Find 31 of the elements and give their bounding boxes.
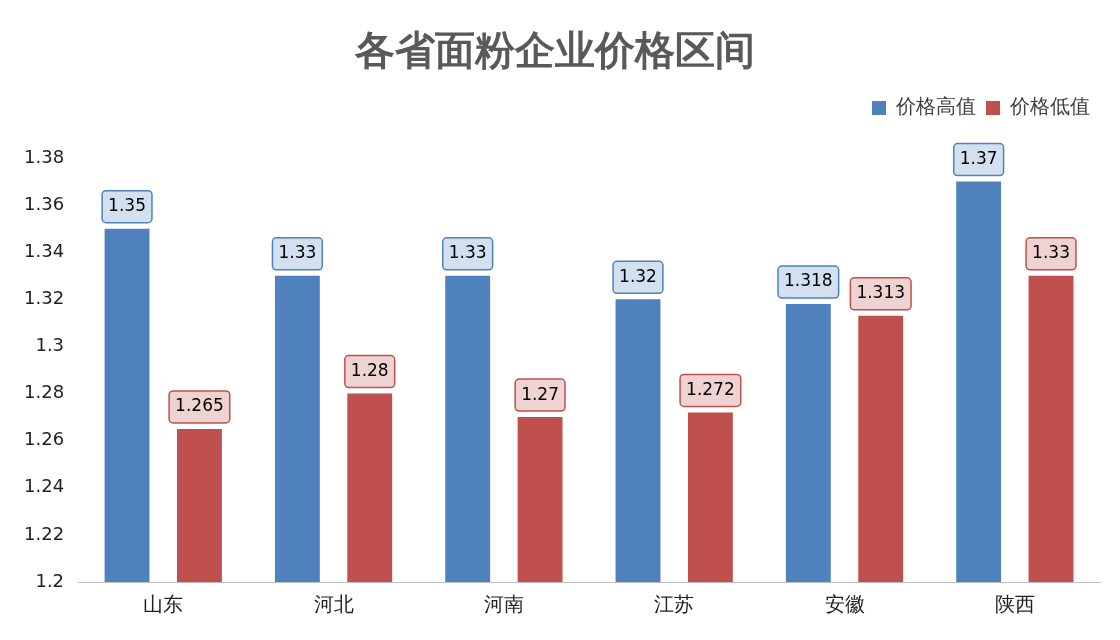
- y-tick-label: 1.2: [35, 569, 65, 591]
- y-tick-label: 1.34: [24, 239, 65, 261]
- y-tick-label: 1.32: [24, 287, 65, 309]
- x-tick-label: 安徽: [824, 592, 865, 617]
- x-tick-label: 山东: [143, 592, 184, 617]
- data-label: 1.35: [108, 195, 146, 216]
- y-tick-label: 1.3: [35, 334, 65, 356]
- y-tick-label: 1.24: [24, 475, 65, 497]
- legend-label: 价格低值: [1009, 94, 1090, 119]
- y-tick-label: 1.22: [24, 522, 65, 544]
- x-tick-label: 江苏: [654, 592, 695, 617]
- y-tick-label: 1.26: [24, 428, 65, 450]
- legend-label: 价格高值: [895, 94, 976, 119]
- data-label: 1.33: [448, 242, 487, 263]
- y-tick-label: 1.36: [24, 192, 65, 214]
- data-label: 1.318: [783, 270, 833, 291]
- data-label: 1.33: [278, 242, 317, 263]
- x-tick-label: 河南: [483, 592, 524, 617]
- y-tick-label: 1.28: [24, 381, 65, 403]
- data-label: 1.272: [686, 378, 735, 399]
- data-label: 1.32: [619, 265, 657, 286]
- data-label: 1.33: [1032, 242, 1070, 263]
- data-label: 1.313: [856, 282, 906, 303]
- x-tick-label: 河北: [313, 592, 354, 617]
- x-tick-label: 陕西: [994, 592, 1035, 617]
- chart-title: 各省面粉企业价格区间: [354, 27, 755, 74]
- data-label: 1.28: [350, 359, 389, 380]
- y-tick-label: 1.38: [24, 145, 65, 167]
- data-label: 1.37: [959, 147, 998, 168]
- data-label: 1.27: [521, 383, 559, 404]
- data-label: 1.265: [175, 395, 224, 416]
